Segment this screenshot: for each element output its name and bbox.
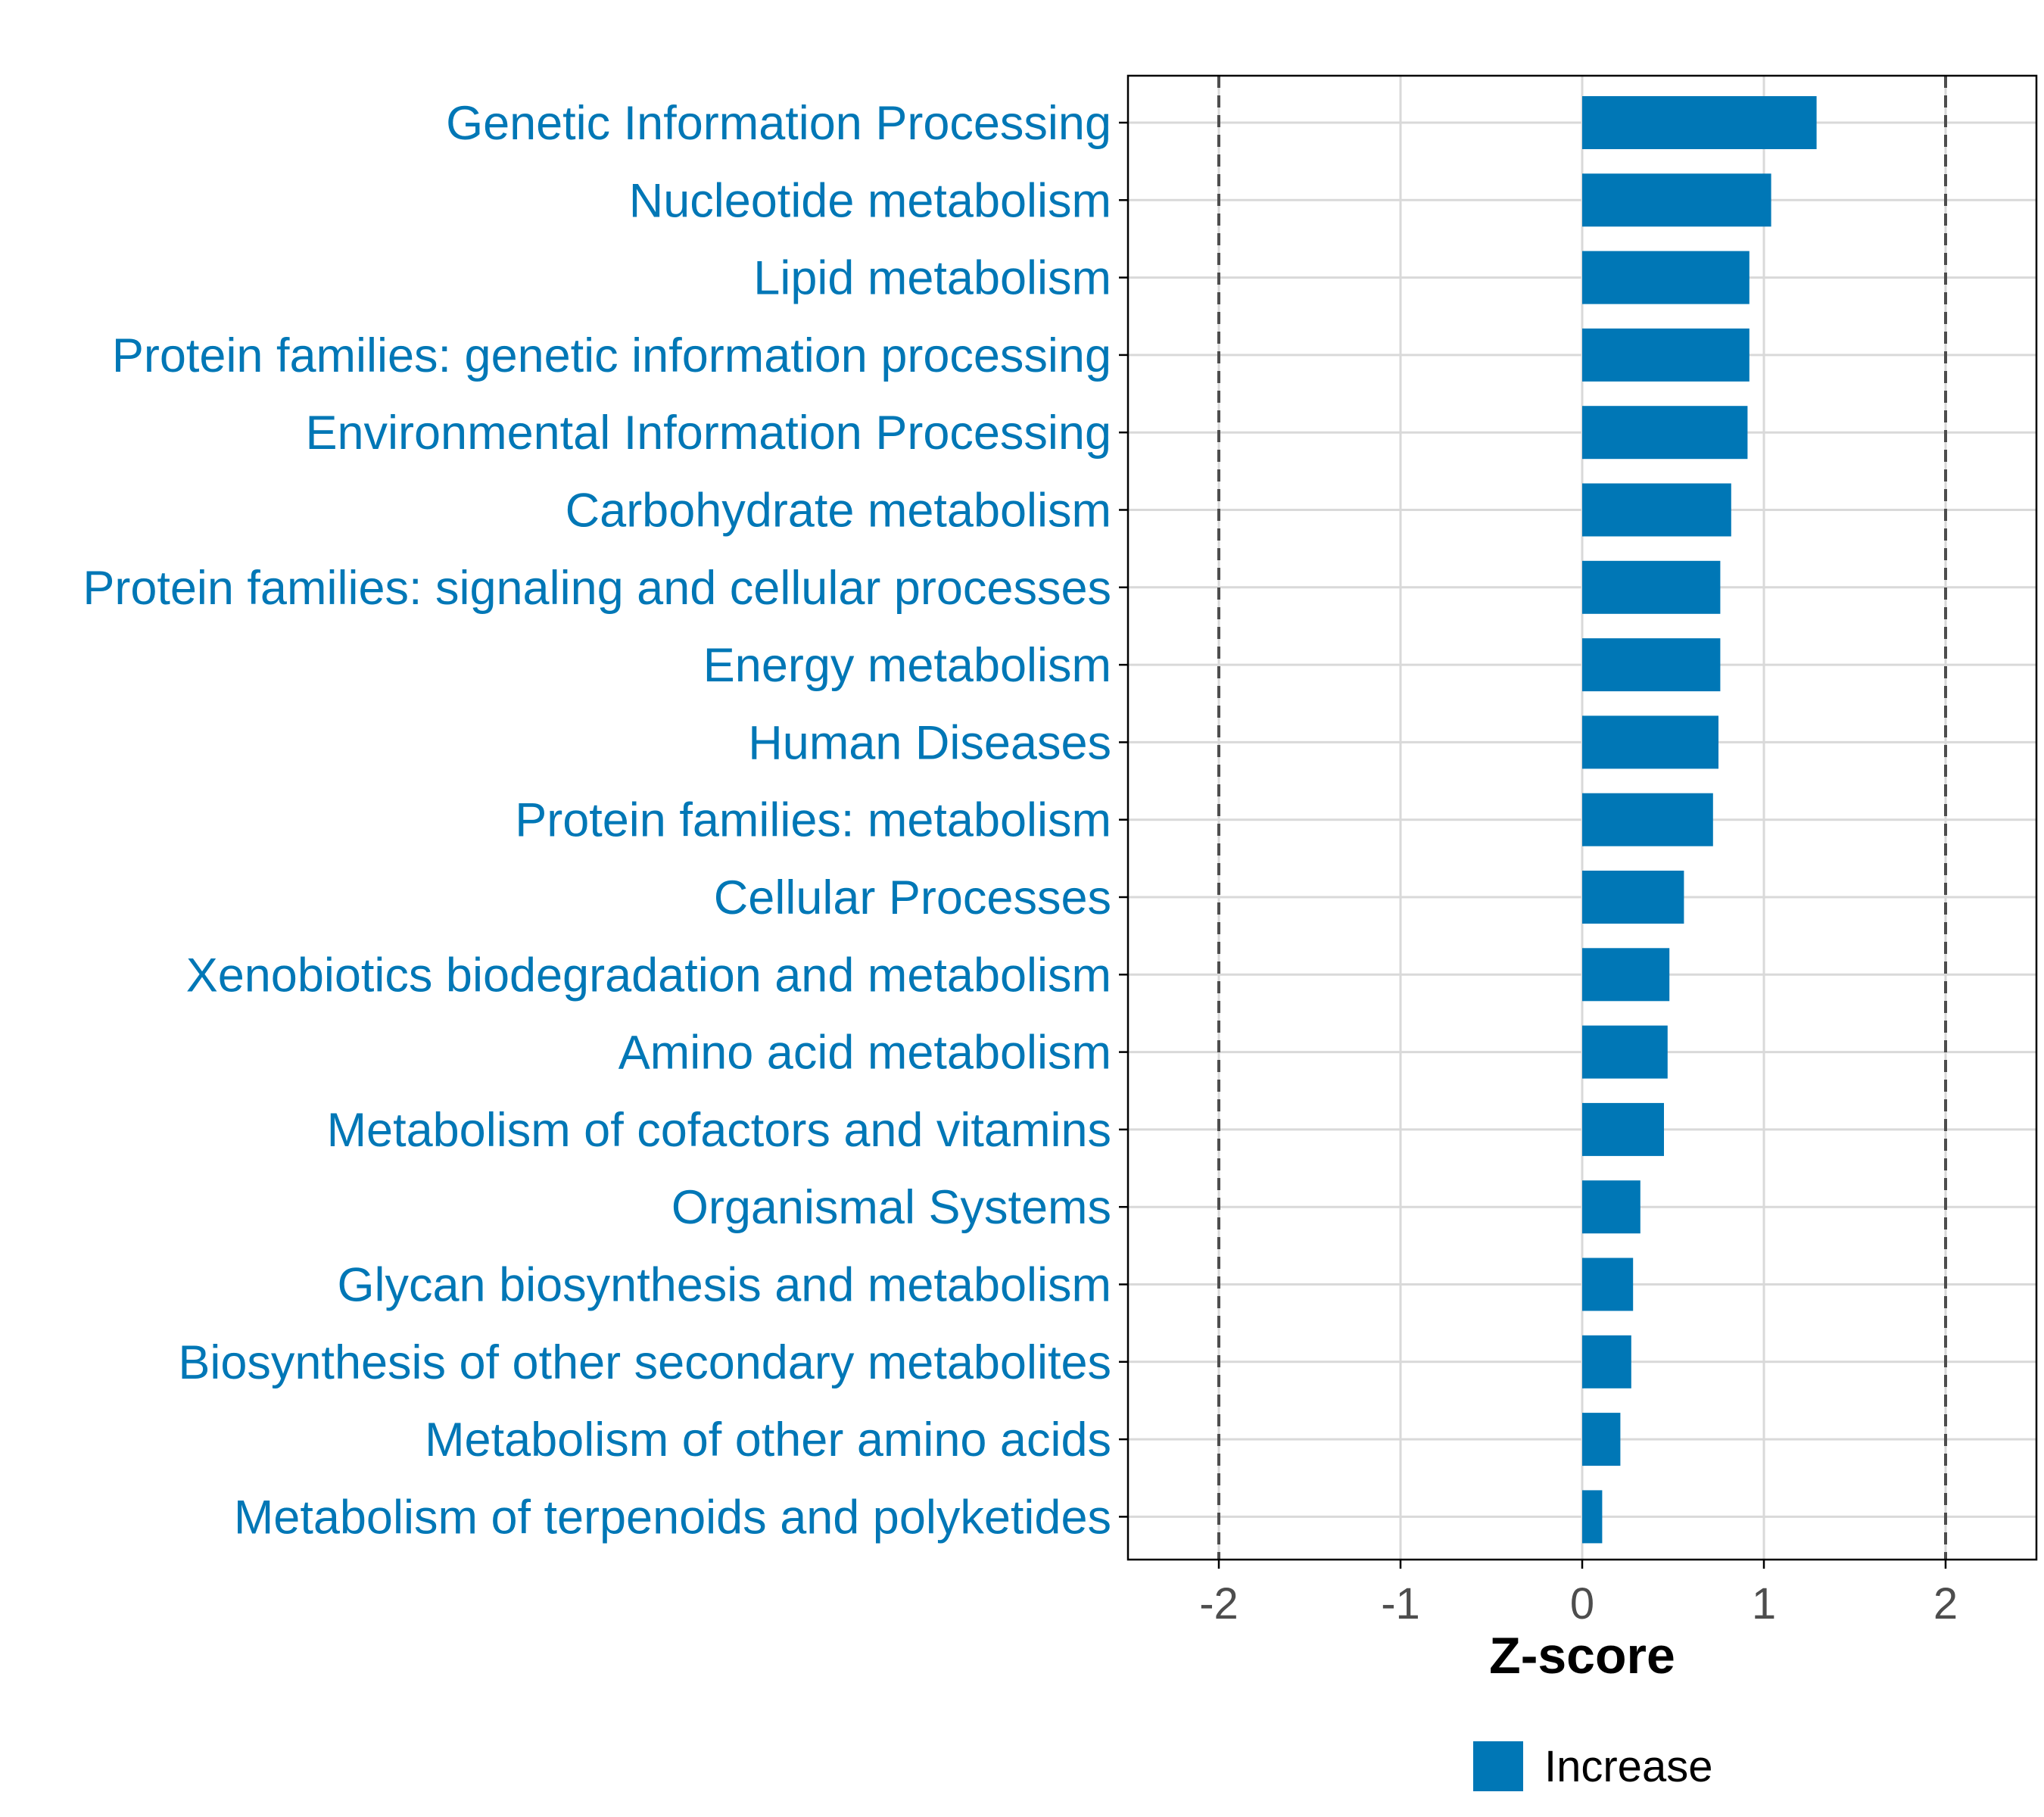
bars (1582, 96, 1817, 1544)
bar-11 (1582, 948, 1670, 1002)
category-label-7: Energy metabolism (703, 639, 1111, 692)
x-axis-title: Z-score (1489, 1627, 1675, 1685)
x-tick-label-2: 0 (1570, 1579, 1594, 1628)
x-axis-ticks: -2 -1 0 1 2 (1199, 1560, 1958, 1628)
x-tick-label-4: 2 (1933, 1579, 1958, 1628)
bar-1 (1582, 173, 1771, 227)
category-label-12: Amino acid metabolism (618, 1027, 1111, 1080)
legend-key-increase (1473, 1741, 1523, 1791)
bar-9 (1582, 793, 1713, 846)
x-tick-label-3: 1 (1752, 1579, 1776, 1628)
bar-5 (1582, 483, 1731, 537)
bar-15 (1582, 1258, 1634, 1311)
bar-8 (1582, 715, 1718, 769)
category-label-13: Metabolism of cofactors and vitamins (327, 1104, 1111, 1157)
reference-lines (1217, 76, 1947, 1560)
category-label-0: Genetic Information Processing (446, 97, 1111, 150)
bar-7 (1582, 638, 1721, 692)
category-label-16: Biosynthesis of other secondary metaboli… (178, 1336, 1111, 1389)
category-label-17: Metabolism of other amino acids (425, 1413, 1111, 1466)
bar-12 (1582, 1025, 1668, 1079)
category-label-9: Protein families: metabolism (515, 794, 1111, 847)
bar-6 (1582, 560, 1721, 614)
bar-14 (1582, 1180, 1640, 1234)
category-label-5: Carbohydrate metabolism (566, 485, 1111, 538)
category-label-10: Cellular Processes (714, 871, 1111, 924)
category-label-1: Nucleotide metabolism (629, 174, 1111, 227)
y-axis-ticks (1119, 121, 1128, 1518)
x-tick-label-0: -2 (1199, 1579, 1239, 1628)
legend-label-increase: Increase (1544, 1742, 1712, 1791)
y-axis-labels: Genetic Information Processing Nucleotide… (83, 97, 1111, 1544)
category-label-3: Protein families: genetic information pr… (112, 329, 1111, 382)
category-label-8: Human Diseases (748, 716, 1111, 769)
bar-3 (1582, 328, 1750, 382)
category-label-2: Lipid metabolism (753, 252, 1111, 305)
bar-4 (1582, 406, 1748, 460)
category-label-15: Glycan biosynthesis and metabolism (338, 1259, 1112, 1312)
category-label-6: Protein families: signaling and cellular… (83, 562, 1111, 615)
category-label-11: Xenobiotics biodegradation and metabolis… (186, 949, 1111, 1002)
bar-16 (1582, 1335, 1631, 1388)
bar-17 (1582, 1413, 1621, 1466)
bar-10 (1582, 871, 1684, 924)
bar-0 (1582, 96, 1817, 149)
bar-2 (1582, 251, 1750, 304)
category-label-14: Organismal Systems (671, 1181, 1111, 1234)
bar-18 (1582, 1490, 1603, 1544)
legend: Increase (1473, 1741, 1712, 1791)
category-label-18: Metabolism of terpenoids and polyketides (234, 1491, 1111, 1544)
bar-13 (1582, 1102, 1664, 1156)
category-label-4: Environmental Information Processing (305, 407, 1111, 460)
x-tick-label-1: -1 (1381, 1579, 1420, 1628)
